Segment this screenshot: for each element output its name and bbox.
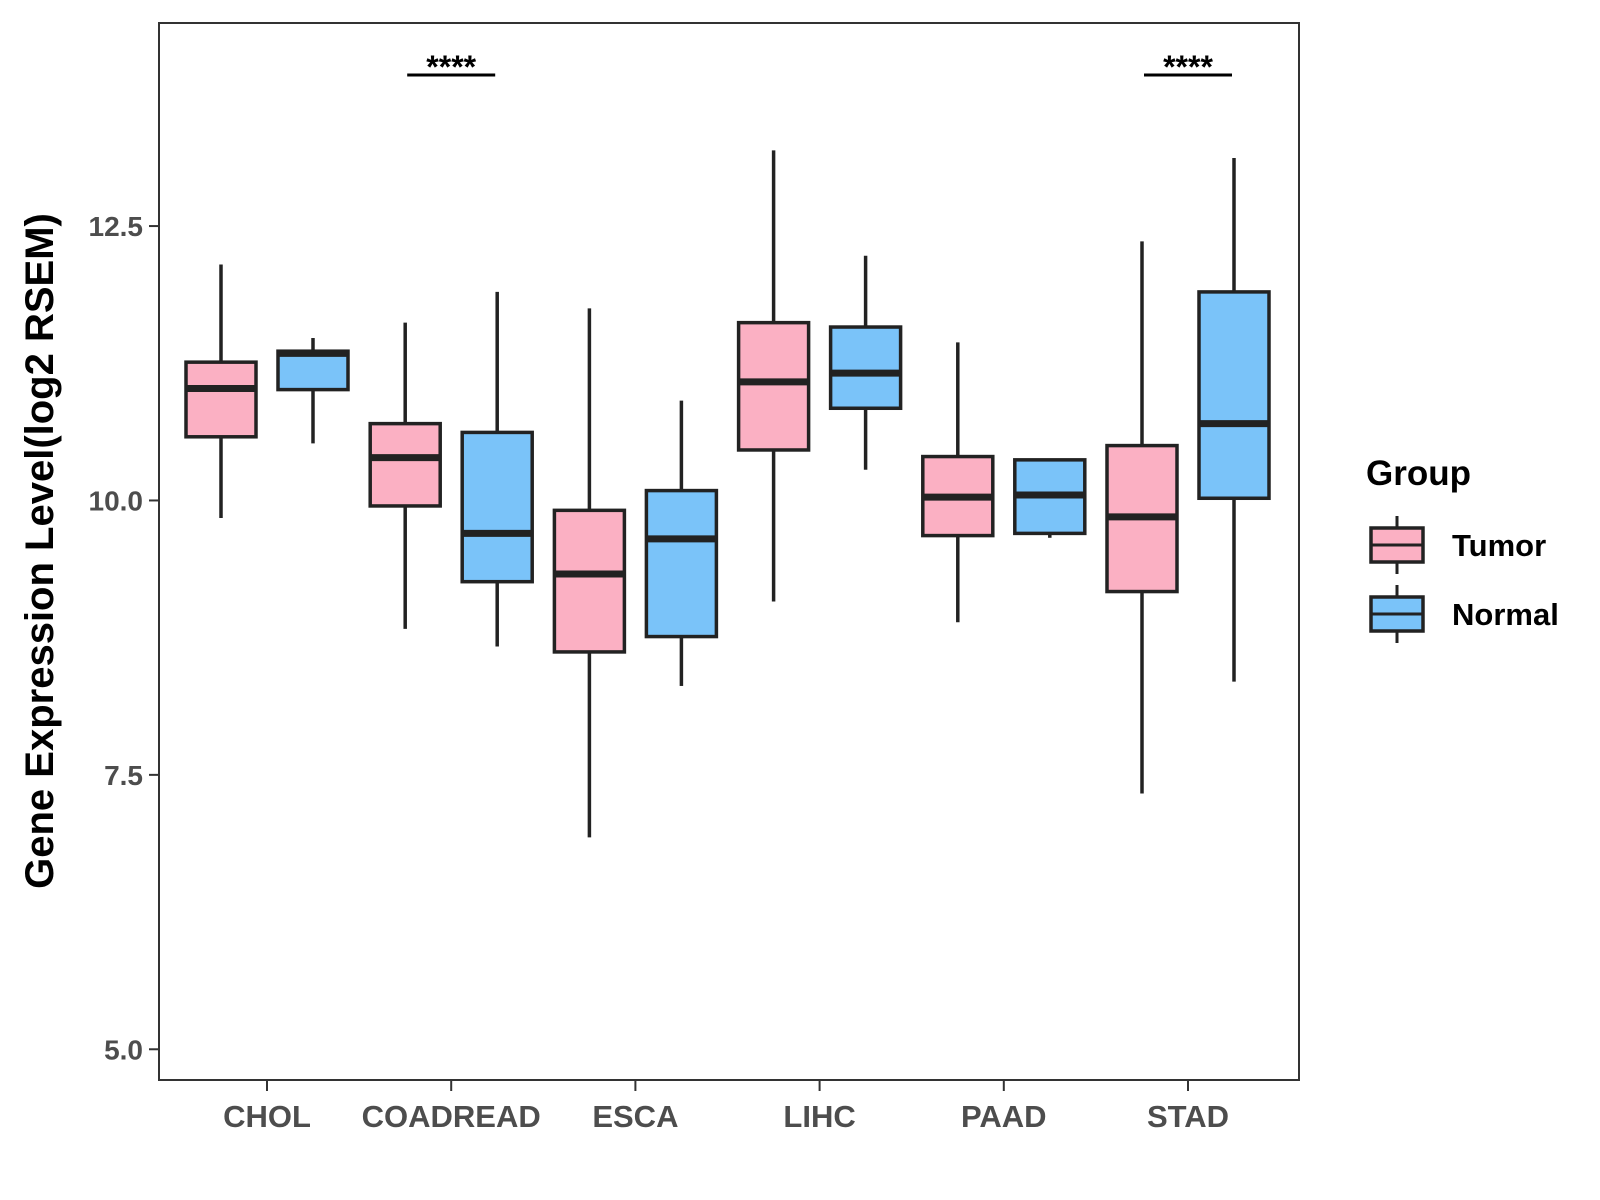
y-tick-label: 10.0 xyxy=(89,485,144,516)
box-iqr xyxy=(1197,290,1271,501)
box-stad-normal xyxy=(1197,158,1271,682)
series-normal xyxy=(276,158,1271,686)
box-chol-tumor xyxy=(184,264,258,519)
box-iqr xyxy=(184,360,258,439)
y-axis: 5.0 7.5 10.0 12.5 xyxy=(89,211,159,1065)
series-tumor xyxy=(184,150,1179,838)
box-paad-normal xyxy=(1013,458,1087,538)
significance-label: **** xyxy=(1163,49,1213,85)
x-tick-label: PAAD xyxy=(961,1099,1047,1134)
box-esca-normal xyxy=(644,400,719,686)
box-iqr xyxy=(644,488,719,639)
y-axis-title: Gene Expression Level(log2 RSEM) xyxy=(18,213,62,889)
box-series-group xyxy=(184,150,1271,838)
box-esca-tumor xyxy=(552,308,627,838)
significance-stad: **** xyxy=(1144,49,1232,85)
box-iqr xyxy=(276,349,350,392)
box-paad-tumor xyxy=(921,342,995,623)
box-lihc-tumor xyxy=(736,150,811,602)
box-iqr xyxy=(828,325,903,411)
box-lihc-normal xyxy=(828,255,903,470)
box-iqr xyxy=(368,421,442,508)
legend-label: Tumor xyxy=(1452,528,1546,563)
x-tick-label: CHOL xyxy=(223,1099,311,1134)
legend-entry-normal: Normal xyxy=(1369,585,1559,643)
y-tick-label: 5.0 xyxy=(104,1034,143,1065)
box-coadread-tumor xyxy=(368,322,442,629)
box-stad-tumor xyxy=(1105,241,1179,794)
box-iqr xyxy=(552,508,627,654)
box-chol-normal xyxy=(276,338,350,444)
y-tick-label: 7.5 xyxy=(104,760,143,791)
legend-title: Group xyxy=(1366,454,1471,493)
significance-annotations: **** **** xyxy=(407,49,1232,85)
legend: Group Tumor Normal xyxy=(1366,454,1559,643)
legend-entry-tumor: Tumor xyxy=(1369,516,1546,574)
x-tick-label: ESCA xyxy=(592,1099,678,1134)
x-tick-label: STAD xyxy=(1147,1099,1229,1134)
box-coadread-normal xyxy=(460,291,534,647)
y-tick-label: 12.5 xyxy=(89,211,144,242)
x-tick-label: COADREAD xyxy=(362,1099,541,1134)
significance-coadread: **** xyxy=(407,49,496,85)
legend-label: Normal xyxy=(1452,597,1559,632)
x-tick-label: LIHC xyxy=(783,1099,855,1134)
box-iqr xyxy=(736,320,811,452)
box-iqr xyxy=(460,430,534,584)
x-axis: CHOL COADREAD ESCA LIHC PAAD STAD xyxy=(223,1080,1229,1134)
significance-label: **** xyxy=(426,49,476,85)
